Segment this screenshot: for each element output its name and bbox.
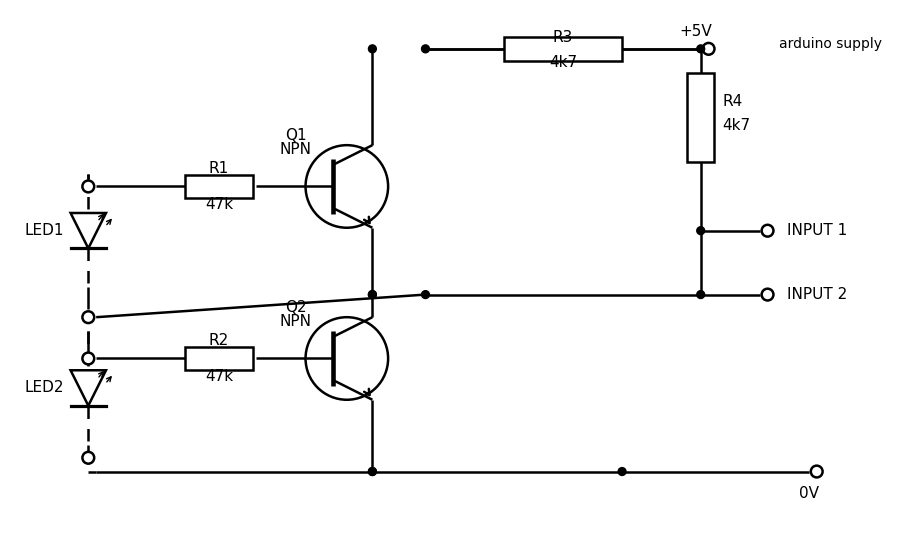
Text: Q2: Q2 bbox=[285, 300, 307, 315]
Text: NPN: NPN bbox=[280, 314, 311, 328]
Circle shape bbox=[83, 311, 94, 323]
Text: R3: R3 bbox=[553, 30, 573, 44]
Circle shape bbox=[83, 452, 94, 464]
Circle shape bbox=[762, 225, 774, 236]
Text: R2: R2 bbox=[209, 333, 229, 348]
Text: 4k7: 4k7 bbox=[723, 118, 751, 133]
Circle shape bbox=[421, 291, 429, 299]
Circle shape bbox=[696, 291, 705, 299]
Circle shape bbox=[369, 291, 376, 299]
Text: +5V: +5V bbox=[679, 24, 712, 38]
Circle shape bbox=[369, 467, 376, 476]
Text: R4: R4 bbox=[723, 95, 743, 109]
Text: INPUT 1: INPUT 1 bbox=[787, 223, 847, 238]
Text: arduino supply: arduino supply bbox=[779, 37, 883, 51]
Circle shape bbox=[811, 466, 823, 477]
Circle shape bbox=[421, 45, 429, 53]
Text: R1: R1 bbox=[209, 161, 229, 176]
Bar bbox=[687, 74, 715, 162]
Circle shape bbox=[618, 467, 626, 476]
Text: 4k7: 4k7 bbox=[549, 55, 577, 70]
Text: NPN: NPN bbox=[280, 142, 311, 156]
Circle shape bbox=[369, 45, 376, 53]
Text: LED2: LED2 bbox=[25, 380, 64, 395]
Circle shape bbox=[762, 289, 774, 300]
Circle shape bbox=[369, 291, 376, 299]
Circle shape bbox=[703, 43, 715, 55]
Text: INPUT 2: INPUT 2 bbox=[787, 287, 847, 302]
Circle shape bbox=[83, 181, 94, 193]
Bar bbox=[504, 37, 622, 61]
Circle shape bbox=[696, 227, 705, 235]
Text: LED1: LED1 bbox=[25, 223, 64, 238]
Bar bbox=[184, 347, 253, 370]
Circle shape bbox=[83, 353, 94, 365]
Text: 47k: 47k bbox=[205, 196, 233, 212]
Text: 0V: 0V bbox=[799, 486, 819, 500]
Bar bbox=[184, 175, 253, 198]
Circle shape bbox=[696, 45, 705, 53]
Text: 47k: 47k bbox=[205, 368, 233, 384]
Text: Q1: Q1 bbox=[285, 128, 307, 143]
Circle shape bbox=[369, 467, 376, 476]
